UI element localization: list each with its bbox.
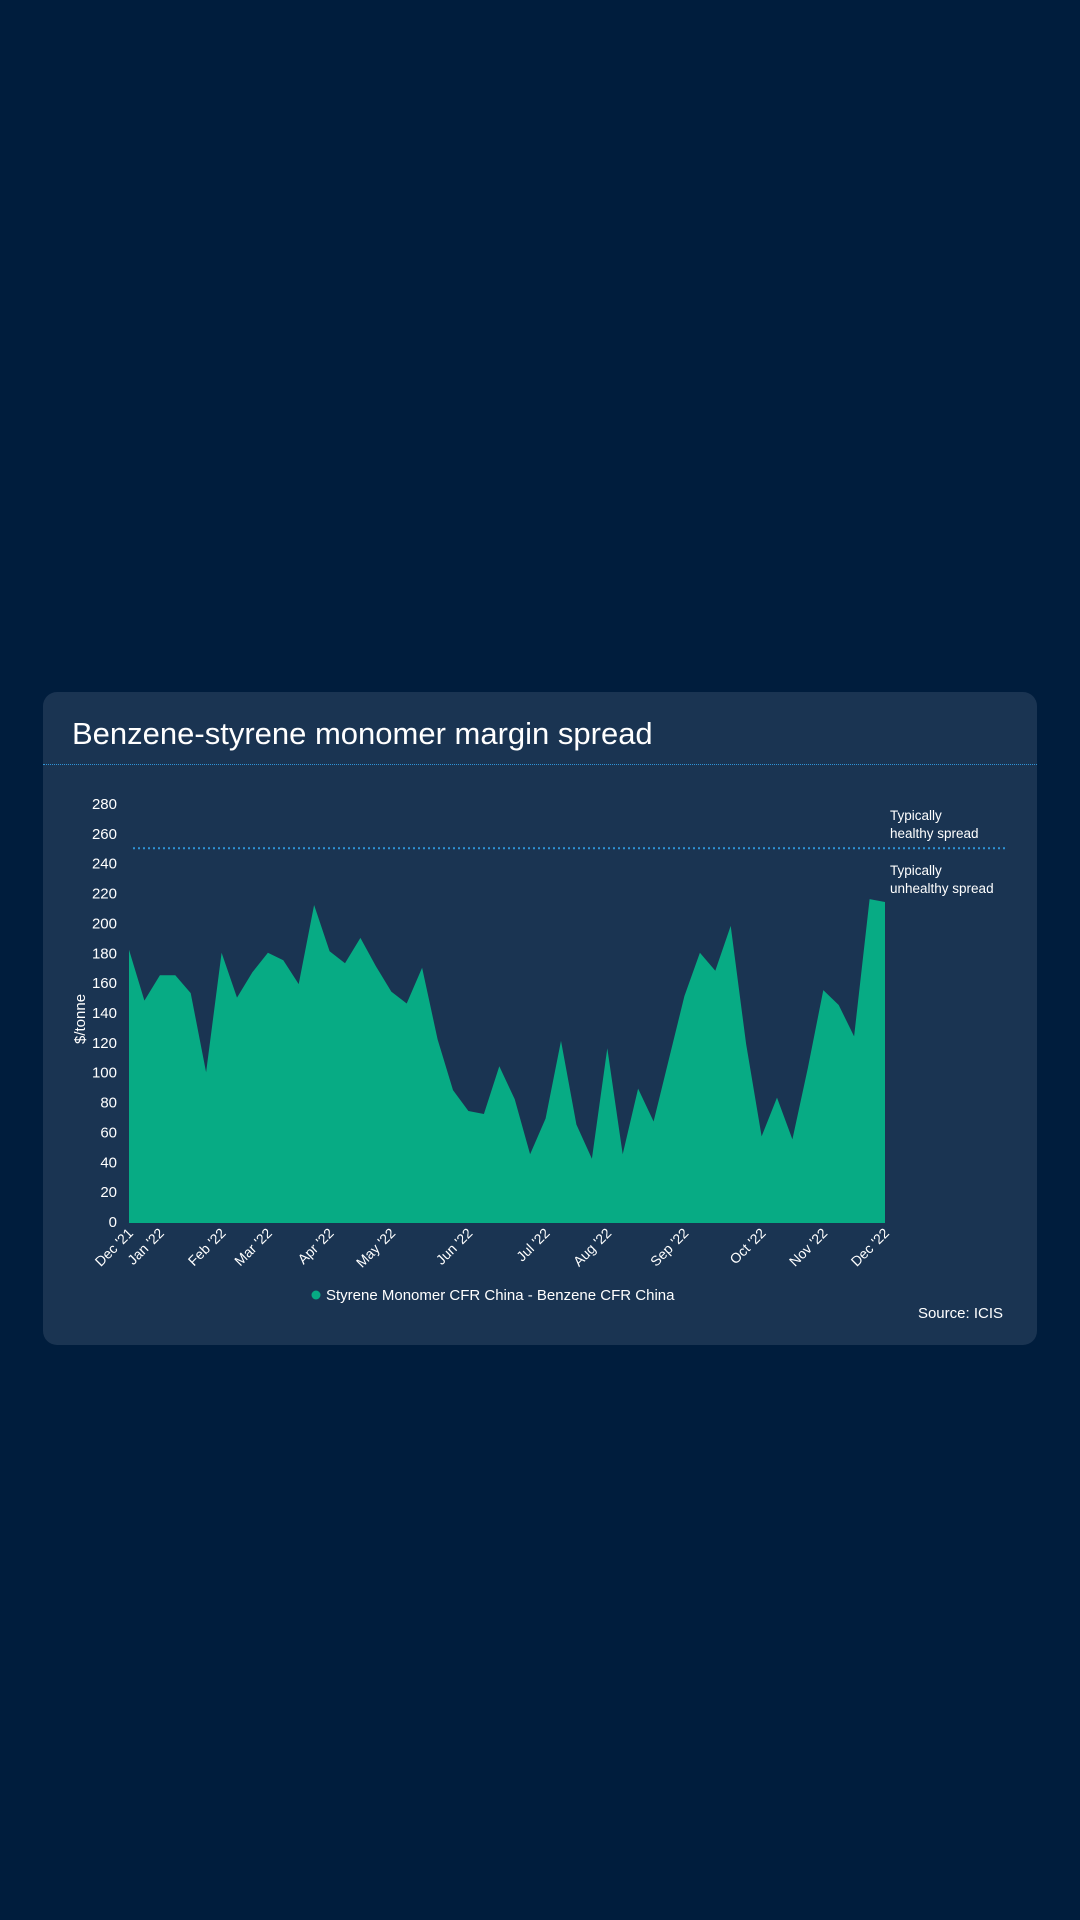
data-point — [652, 1120, 655, 1123]
data-point — [220, 951, 223, 954]
data-point — [668, 1057, 671, 1060]
data-point — [313, 904, 316, 907]
data-point — [143, 999, 146, 1002]
title-divider — [43, 764, 1037, 765]
data-point — [776, 1096, 779, 1099]
data-point — [590, 1157, 593, 1160]
data-point — [837, 1004, 840, 1007]
y-tick-label: 20 — [100, 1184, 117, 1201]
data-point — [529, 1153, 532, 1156]
data-point — [359, 936, 362, 939]
x-tick-label: Oct '22 — [726, 1225, 769, 1268]
data-point — [760, 1135, 763, 1138]
legend-marker — [311, 1290, 321, 1300]
data-point — [637, 1087, 640, 1090]
x-tick-label: Jun '22 — [433, 1225, 476, 1268]
data-point — [806, 1066, 809, 1069]
chart-title: Benzene-styrene monomer margin spread — [72, 716, 653, 751]
unhealthy-spread-label: Typically unhealthy spread — [890, 863, 994, 896]
chart-card: Benzene-styrene monomer margin spread 0 2… — [43, 692, 1037, 1345]
y-axis-label: $/tonne — [72, 994, 89, 1044]
y-tick-label: 280 — [92, 796, 117, 813]
y-tick-label: 120 — [92, 1035, 117, 1052]
data-point — [621, 1153, 624, 1156]
y-tick-label: 200 — [92, 915, 117, 932]
data-point — [606, 1047, 609, 1050]
y-tick-label: 0 — [109, 1214, 117, 1231]
data-point — [714, 969, 717, 972]
data-point — [189, 992, 192, 995]
x-tick-label: Mar '22 — [231, 1225, 275, 1269]
data-point — [822, 989, 825, 992]
data-point — [745, 1042, 748, 1045]
data-point — [436, 1038, 439, 1041]
data-point — [282, 959, 285, 962]
y-tick-label: 220 — [92, 886, 117, 903]
data-point — [467, 1110, 470, 1113]
y-tick-label: 60 — [100, 1124, 117, 1141]
data-point — [482, 1113, 485, 1116]
data-point — [251, 971, 254, 974]
data-point — [683, 995, 686, 998]
y-tick-label: 40 — [100, 1154, 117, 1171]
y-tick-label: 140 — [92, 1005, 117, 1022]
y-tick-label: 260 — [92, 826, 117, 843]
healthy-spread-label: Typically healthy spread — [890, 808, 979, 841]
area-series — [129, 899, 885, 1223]
y-tick-label: 240 — [92, 856, 117, 873]
x-tick-label: Jul '22 — [513, 1225, 553, 1265]
x-tick-label: Apr '22 — [294, 1225, 337, 1268]
data-point — [421, 966, 424, 969]
x-tick-label: Feb '22 — [185, 1225, 229, 1269]
data-point — [174, 974, 177, 977]
x-tick-label: Dec '22 — [848, 1225, 893, 1270]
data-point — [205, 1071, 208, 1074]
data-point — [390, 990, 393, 993]
data-point — [297, 983, 300, 986]
data-point — [374, 965, 377, 968]
data-point — [128, 948, 131, 951]
x-tick-label: Nov '22 — [786, 1225, 831, 1270]
data-point — [560, 1039, 563, 1042]
source-note: Source: ICIS — [917, 1305, 1003, 1322]
data-point — [791, 1138, 794, 1141]
data-point — [236, 996, 239, 999]
x-tick-label: Sep '22 — [647, 1225, 692, 1270]
data-point — [405, 1002, 408, 1005]
y-tick-label: 80 — [100, 1095, 117, 1112]
data-point — [266, 951, 269, 954]
y-tick-label: 160 — [92, 975, 117, 992]
data-point — [344, 962, 347, 965]
x-tick-label: Aug '22 — [570, 1225, 615, 1270]
y-tick-label: 180 — [92, 945, 117, 962]
data-point — [853, 1035, 856, 1038]
data-point — [575, 1123, 578, 1126]
data-point — [158, 974, 161, 977]
data-point — [868, 898, 871, 901]
data-point — [328, 950, 331, 953]
data-point — [452, 1089, 455, 1092]
data-point — [698, 951, 701, 954]
area-chart: 0 20 40 60 80 100 120 140 160 180 200 220 240 260 280 $… — [72, 796, 1005, 1304]
data-point — [884, 901, 887, 904]
data-point — [544, 1117, 547, 1120]
data-point — [498, 1065, 501, 1068]
data-point — [729, 924, 732, 927]
x-tick-label: May '22 — [353, 1225, 399, 1271]
legend-label: Styrene Monomer CFR China - Benzene CFR … — [326, 1287, 675, 1304]
y-tick-label: 100 — [92, 1065, 117, 1082]
data-point — [513, 1098, 516, 1101]
